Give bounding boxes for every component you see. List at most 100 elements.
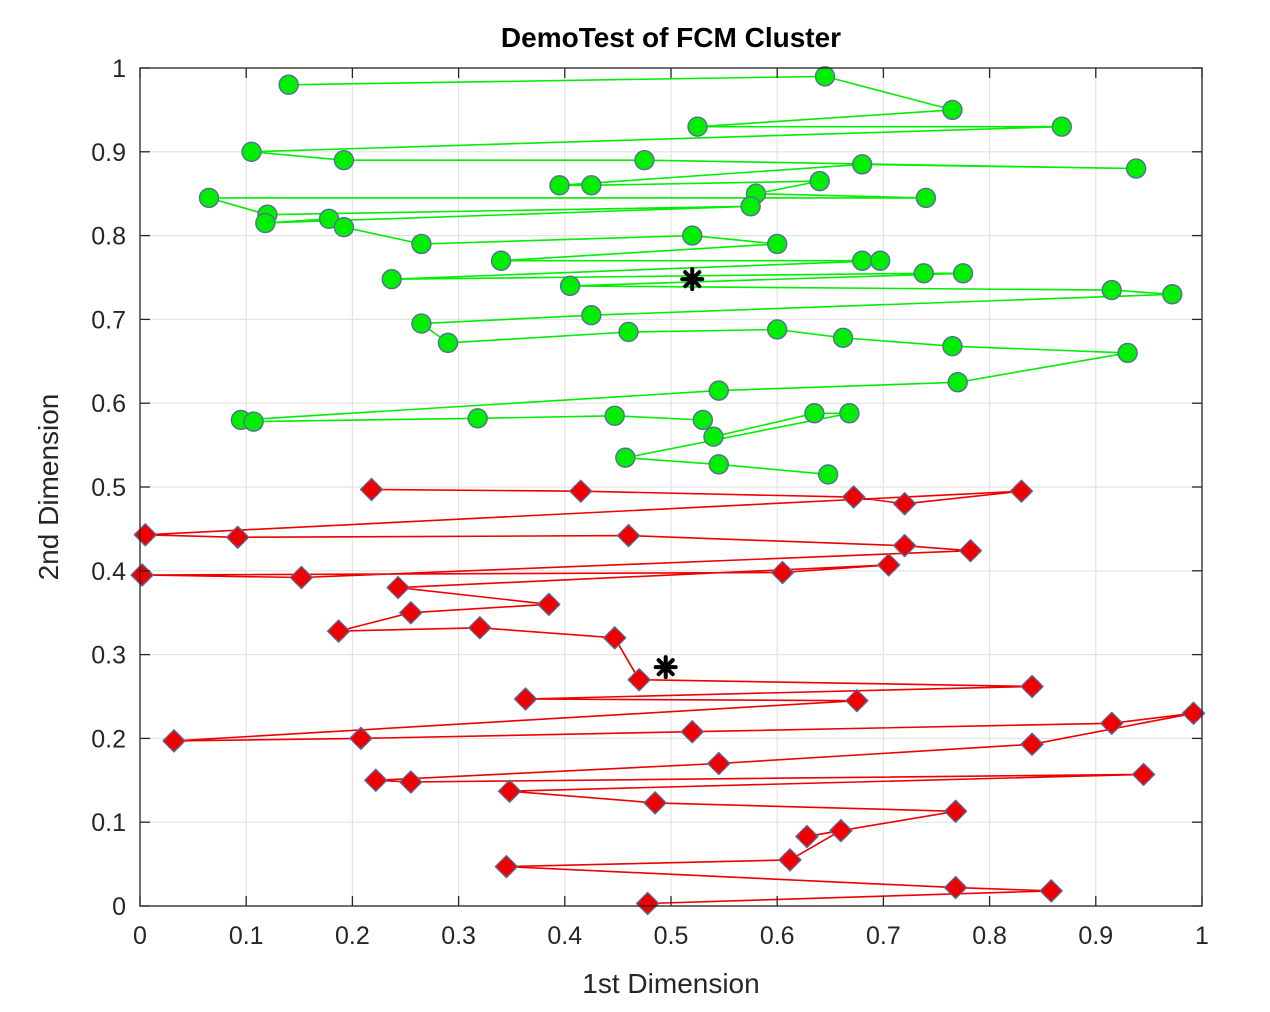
y-tick-label: 0.6	[91, 390, 126, 418]
data-point-core	[799, 828, 815, 844]
data-point-core	[897, 538, 913, 554]
data-point-core	[368, 772, 384, 788]
data-point	[708, 454, 729, 475]
data-point	[581, 175, 602, 196]
data-point	[1125, 158, 1147, 179]
data-point	[767, 319, 788, 340]
data-point-core	[684, 724, 700, 740]
cluster-center-marker	[653, 655, 678, 680]
x-tick-label: 0.6	[760, 922, 795, 950]
data-point-core	[631, 672, 647, 688]
data-point-core	[897, 496, 913, 512]
x-tick-label: 0.8	[972, 922, 1007, 950]
data-point	[832, 327, 854, 349]
y-tick-label: 0.1	[91, 809, 126, 837]
data-point	[915, 187, 937, 209]
data-point-core	[364, 482, 380, 498]
data-point-core	[293, 570, 309, 586]
data-point	[278, 74, 299, 95]
cluster-centers	[653, 267, 705, 680]
data-point-core	[1186, 705, 1202, 721]
data-point-core	[775, 564, 791, 580]
data-point-core	[137, 527, 153, 543]
data-point	[581, 305, 602, 326]
data-series	[130, 66, 1206, 916]
cluster-center-marker	[680, 267, 705, 292]
data-point	[817, 464, 839, 485]
data-point	[952, 263, 974, 284]
data-point	[851, 250, 873, 271]
x-tick-label: 0.4	[547, 922, 582, 950]
x-tick-label: 0.3	[441, 922, 476, 950]
data-point-core	[166, 733, 182, 749]
data-point	[839, 403, 860, 424]
data-point	[767, 233, 788, 255]
data-point	[634, 149, 655, 171]
data-point-core	[881, 557, 897, 573]
data-point	[1162, 284, 1183, 305]
y-tick-label: 0.2	[91, 725, 126, 753]
y-tick-label: 1	[112, 55, 126, 83]
data-point-core	[1013, 483, 1029, 499]
y-tick-label: 0	[112, 893, 126, 921]
data-point	[809, 170, 830, 192]
data-point	[437, 332, 459, 354]
y-tick-label: 0.9	[91, 139, 126, 167]
data-point-core	[518, 691, 534, 707]
x-tick-label: 0.2	[335, 922, 370, 950]
y-tick-label: 0.5	[91, 474, 126, 502]
data-point	[411, 313, 432, 334]
data-point-core	[1136, 766, 1152, 782]
data-point-core	[390, 580, 406, 596]
data-point-core	[607, 630, 623, 646]
data-point	[618, 321, 639, 343]
data-point	[1117, 342, 1138, 364]
cluster-center-stroke	[656, 658, 675, 677]
data-point	[804, 403, 825, 424]
data-point	[243, 411, 264, 432]
x-tick-label: 0.5	[654, 922, 689, 950]
data-point-core	[331, 623, 347, 639]
data-point	[241, 141, 262, 163]
data-point	[615, 447, 636, 468]
data-point	[947, 372, 968, 393]
series-0-line	[208, 75, 1174, 476]
data-point-core	[640, 895, 656, 911]
data-point-core	[502, 783, 518, 799]
series-0	[198, 66, 1183, 485]
data-point-core	[948, 880, 964, 896]
x-tick-label: 0	[133, 922, 147, 950]
data-point-core	[846, 489, 862, 505]
x-axis-label: 1st Dimension	[582, 968, 759, 999]
data-point	[198, 187, 220, 209]
data-point	[708, 380, 729, 401]
data-point	[1101, 279, 1122, 301]
data-point	[467, 408, 488, 429]
chart-title: DemoTest of FCM Cluster	[501, 22, 841, 53]
data-point	[870, 250, 891, 271]
data-point-core	[403, 605, 419, 621]
data-point-core	[472, 620, 488, 636]
x-tick-label: 0.1	[229, 922, 264, 950]
data-point	[942, 99, 963, 121]
data-point	[851, 154, 873, 175]
data-point	[687, 116, 708, 137]
data-point	[490, 250, 512, 271]
data-point-core	[833, 823, 849, 839]
data-point-core	[403, 774, 419, 790]
data-point	[255, 212, 276, 234]
data-point-core	[541, 596, 557, 612]
data-point	[942, 336, 963, 357]
data-point-core	[1024, 678, 1040, 694]
data-point	[682, 225, 703, 246]
data-point-core	[621, 528, 637, 544]
y-tick-label: 0.8	[91, 223, 126, 251]
data-point	[381, 268, 402, 290]
data-point	[740, 196, 761, 217]
data-point-core	[1024, 736, 1040, 752]
data-point-core	[498, 859, 514, 875]
data-point-core	[782, 852, 798, 868]
data-point	[703, 426, 724, 447]
data-point-core	[647, 795, 663, 811]
